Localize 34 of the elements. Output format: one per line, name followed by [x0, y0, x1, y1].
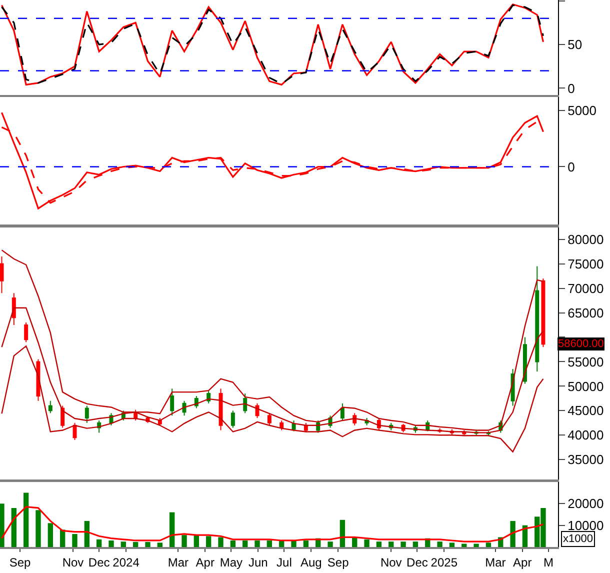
y-tick-label: 20000 — [568, 496, 604, 512]
y-tick-label: 0 — [568, 159, 575, 174]
y-tick-label: 10000 — [568, 518, 604, 533]
x-tick-label: Mar — [168, 555, 189, 570]
y-tick-label: 70000 — [568, 280, 604, 296]
x-tick-label: Dec — [88, 555, 110, 570]
x-tick-label: Jun — [248, 555, 268, 570]
x-tick-label: Jul — [276, 555, 292, 570]
annotation: 58600.00 — [558, 338, 604, 350]
x-tick-label: Nov — [380, 555, 402, 570]
y-tick-label: 0 — [568, 80, 575, 96]
y-tick-label: 40000 — [568, 428, 604, 443]
y-tick-label: 75000 — [568, 256, 604, 272]
x-tick-label: Apr — [196, 555, 214, 570]
y-tick-label: 80000 — [568, 232, 604, 247]
y-tick-label: 35000 — [568, 452, 604, 468]
text: x1000 — [563, 533, 593, 545]
x-tick-label: Mar — [485, 555, 506, 570]
x-tick-label: Apr — [513, 555, 532, 570]
x-tick-label: May — [220, 555, 243, 570]
y-tick-label: 5000 — [568, 102, 597, 118]
y-tick-label: 50000 — [568, 378, 604, 394]
x-tick-label: 2025 — [430, 555, 458, 570]
y-tick-label: 65000 — [568, 305, 604, 320]
y-tick-label: 55000 — [568, 354, 604, 370]
x-tick-label: Aug — [300, 555, 322, 570]
x-tick-label: Sep — [327, 555, 350, 570]
x-tick-label: Dec — [406, 555, 428, 570]
y-tick-label: 45000 — [568, 403, 604, 418]
y-tick-label: 50 — [568, 37, 582, 52]
x-tick-label: Sep — [9, 555, 31, 570]
x-tick-label: Nov — [62, 555, 84, 570]
x-tick-label: 2024 — [112, 555, 140, 570]
x-tick-label: M — [543, 555, 554, 570]
